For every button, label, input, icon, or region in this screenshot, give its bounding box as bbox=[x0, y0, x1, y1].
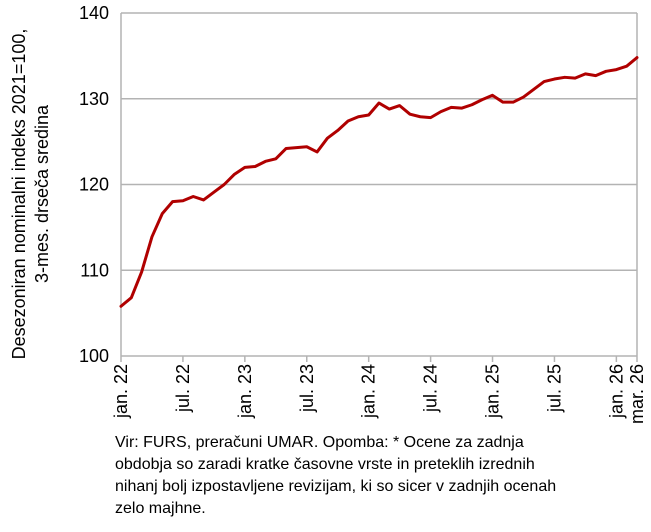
y-tick-label-110: 110 bbox=[80, 260, 109, 280]
y-axis-label-line-2: 3-mes. drseča sredina bbox=[32, 104, 52, 283]
y-tick-labels: 100 110 120 130 140 bbox=[79, 3, 109, 366]
x-tick-label-4: jan. 24 bbox=[359, 364, 379, 419]
line-chart: 100 110 120 130 140 jan. 22 jul. 22 jan. 23 jul… bbox=[9, 3, 647, 424]
source-note-line-4: zelo majhne. bbox=[115, 500, 206, 517]
axes bbox=[120, 13, 638, 362]
y-tick-label-100: 100 bbox=[79, 346, 109, 366]
gridlines bbox=[121, 12, 637, 271]
series-lines bbox=[119, 56, 639, 308]
x-tick-label-2: jan. 23 bbox=[235, 364, 255, 419]
x-tick-label-1: jul. 22 bbox=[173, 364, 193, 413]
x-tick-label-5: jul. 24 bbox=[421, 364, 441, 413]
source-note: Vir: FURS, preračuni UMAR. Opomba: * Oce… bbox=[115, 432, 635, 520]
x-tick-labels: jan. 22 jul. 22 jan. 23 jul. 23 jan. 24 jul. … bbox=[111, 364, 647, 424]
source-note-line-2: obdobja so zaradi kratke časovne vrste i… bbox=[115, 456, 535, 473]
source-note-line-3: nihanj bolj izpostavljene revizijam, ki … bbox=[115, 478, 557, 495]
y-axis-label-line-1: Desezoniran nominalni indeks 2021=100, bbox=[9, 29, 29, 360]
x-tick-label-0: jan. 22 bbox=[111, 364, 131, 419]
y-tick-label-120: 120 bbox=[79, 175, 109, 195]
x-tick-label-7: jul. 25 bbox=[544, 364, 564, 413]
x-tick-label-6: jan. 25 bbox=[483, 364, 503, 419]
x-tick-label-3: jul. 23 bbox=[297, 364, 317, 413]
series-line-0 bbox=[119, 56, 639, 308]
x-tick-label-9: mar. 26 bbox=[627, 364, 647, 424]
x-tick-label-8: jan. 26 bbox=[606, 364, 626, 419]
y-tick-label-130: 130 bbox=[79, 89, 109, 109]
source-note-line-1: Vir: FURS, preračuni UMAR. Opomba: * Oce… bbox=[115, 434, 524, 451]
y-tick-label-140: 140 bbox=[79, 3, 109, 23]
